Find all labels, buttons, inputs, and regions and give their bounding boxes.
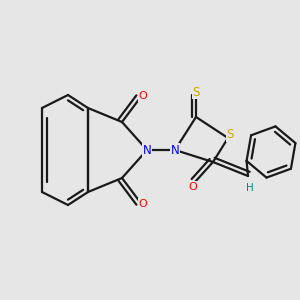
Text: O: O	[139, 91, 147, 101]
Text: S: S	[226, 128, 234, 142]
Text: H: H	[246, 183, 254, 193]
Text: O: O	[189, 182, 197, 192]
Text: N: N	[171, 143, 179, 157]
Text: O: O	[139, 199, 147, 209]
Text: S: S	[192, 85, 200, 98]
Text: N: N	[142, 143, 152, 157]
